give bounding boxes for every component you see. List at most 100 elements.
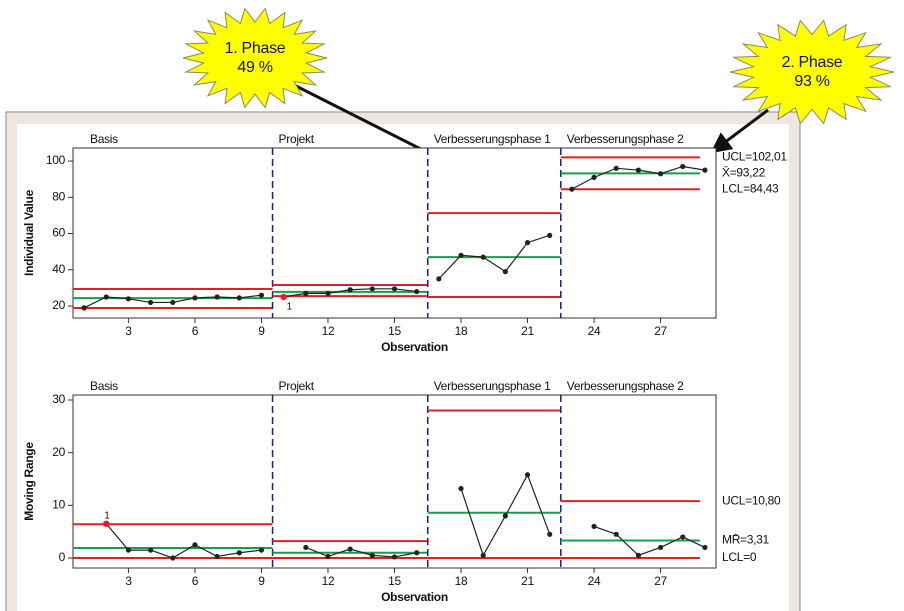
page: 1. Phase49 %2. Phase93 %2040608010036912…: [0, 0, 904, 611]
data-point: [303, 545, 308, 550]
y-axis-label: Individual Value: [22, 189, 36, 276]
data-point: [414, 550, 419, 555]
limit-label: MR̄=3,31: [722, 533, 770, 547]
data-point: [525, 472, 530, 477]
data-point: [481, 255, 486, 260]
x-tick-label: 18: [455, 574, 468, 588]
data-point: [680, 534, 685, 539]
x-tick-label: 3: [125, 324, 132, 338]
phase-label: Basis: [90, 132, 118, 146]
x-tick-label: 15: [388, 574, 401, 588]
data-point: [126, 547, 131, 552]
x-tick-label: 21: [521, 324, 534, 338]
data-point: [148, 300, 153, 305]
data-point: [702, 545, 707, 550]
callout-value: 93 %: [794, 73, 829, 90]
data-point: [280, 294, 286, 300]
data-point: [215, 554, 220, 559]
x-tick-label: 6: [192, 574, 199, 588]
data-point: [215, 294, 220, 299]
limit-label: UCL=102,01: [722, 150, 787, 164]
data-point: [104, 294, 109, 299]
x-tick-label: 12: [322, 574, 335, 588]
data-point: [658, 171, 663, 176]
phase-label: Verbesserungsphase 1: [434, 132, 551, 146]
phase-label: Projekt: [279, 379, 315, 393]
data-point: [591, 175, 596, 180]
phase-label: Verbesserungsphase 2: [567, 379, 684, 393]
data-point: [348, 546, 353, 551]
data-point: [481, 553, 486, 558]
limit-label: LCL=0: [722, 550, 757, 564]
data-point: [614, 532, 619, 537]
y-tick-label: 80: [52, 189, 65, 203]
x-tick-label: 9: [258, 574, 265, 588]
data-point: [458, 253, 463, 258]
x-axis-label: Observation: [381, 340, 448, 354]
data-point: [569, 187, 574, 192]
y-axis-label: Moving Range: [22, 442, 36, 521]
data-point: [547, 532, 552, 537]
data-point: [170, 555, 175, 560]
starburst: [730, 21, 894, 124]
data-point: [591, 524, 596, 529]
chart: 1. Phase49 %2. Phase93 %2040608010036912…: [0, 0, 904, 611]
data-point: [237, 550, 242, 555]
y-tick-label: 40: [52, 262, 65, 276]
data-point: [392, 286, 397, 291]
limit-label: LCL=84,43: [722, 181, 779, 195]
limit-label: X̄=93,22: [722, 166, 766, 180]
data-point: [126, 296, 131, 301]
data-point: [259, 547, 264, 552]
data-point: [414, 289, 419, 294]
x-tick-label: 15: [388, 324, 401, 338]
starburst: [183, 9, 327, 108]
data-point: [81, 305, 86, 310]
x-tick-label: 6: [192, 324, 199, 338]
data-point: [503, 513, 508, 518]
x-axis-label: Observation: [381, 590, 448, 604]
callout-title: 1. Phase: [225, 40, 286, 57]
data-point: [103, 521, 109, 527]
y-tick-label: 10: [52, 498, 65, 512]
x-tick-label: 24: [588, 574, 601, 588]
x-tick-label: 12: [322, 324, 335, 338]
flag-label: 1: [104, 510, 110, 521]
data-point: [303, 291, 308, 296]
x-tick-label: 24: [588, 324, 601, 338]
data-point: [148, 547, 153, 552]
data-point: [614, 166, 619, 171]
data-point: [192, 542, 197, 547]
data-point: [702, 168, 707, 173]
data-point: [636, 553, 641, 558]
flag-label: 1: [287, 302, 293, 313]
data-point: [192, 295, 197, 300]
data-point: [325, 554, 330, 559]
data-point: [348, 287, 353, 292]
data-point: [680, 164, 685, 169]
x-tick-label: 9: [258, 324, 265, 338]
phase-label: Projekt: [279, 132, 315, 146]
y-tick-label: 100: [46, 153, 66, 167]
phase-label: Basis: [90, 379, 118, 393]
y-tick-label: 0: [59, 550, 66, 564]
data-point: [259, 293, 264, 298]
data-point: [658, 545, 663, 550]
data-point: [458, 486, 463, 491]
data-point: [547, 233, 552, 238]
phase-label: Verbesserungsphase 1: [434, 379, 551, 393]
limit-label: UCL=10,80: [722, 493, 781, 507]
y-tick-label: 20: [52, 445, 65, 459]
x-tick-label: 18: [455, 324, 468, 338]
y-tick-label: 30: [52, 392, 65, 406]
y-tick-label: 60: [52, 226, 65, 240]
data-point: [436, 276, 441, 281]
data-point: [392, 554, 397, 559]
data-point: [237, 295, 242, 300]
data-point: [636, 168, 641, 173]
callout-title: 2. Phase: [782, 54, 843, 71]
callout-value: 49 %: [237, 59, 272, 76]
y-tick-label: 20: [52, 298, 65, 312]
x-tick-label: 21: [521, 574, 534, 588]
x-tick-label: 27: [654, 324, 667, 338]
